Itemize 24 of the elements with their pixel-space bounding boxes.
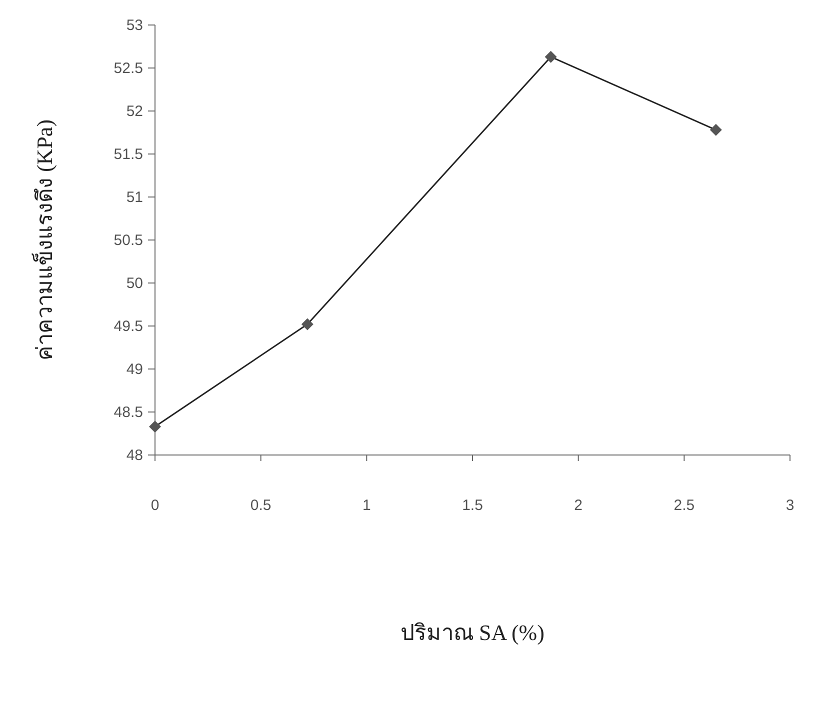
- x-tick-label: 1: [362, 497, 371, 514]
- x-axis-title: ปริมาณ SA (%): [400, 620, 544, 645]
- x-tick-label: 3: [786, 497, 794, 514]
- y-tick-label: 52.5: [114, 60, 143, 77]
- y-tick-label: 48: [126, 447, 143, 464]
- y-tick-label: 49: [126, 361, 143, 378]
- y-tick-label: 50.5: [114, 232, 143, 249]
- y-tick-label: 51: [126, 189, 143, 206]
- y-tick-label: 52: [126, 103, 143, 120]
- point: [544, 50, 557, 63]
- y-tick-label: 49.5: [114, 318, 143, 335]
- x-tick-label: 0: [150, 497, 160, 514]
- x-tick-label: 2: [574, 497, 583, 514]
- point: [149, 420, 161, 433]
- point: [710, 124, 722, 136]
- y-tick-label: 48.5: [114, 404, 143, 421]
- x-tick-label: 0.5: [250, 497, 272, 514]
- y-tick-label: 53: [126, 17, 143, 34]
- y-axis-title: ค่าความแข็งแรงดึง (KPa): [30, 119, 57, 361]
- point: [301, 318, 314, 330]
- x-tick-label: 1.5: [462, 497, 483, 514]
- y-tick-label: 50: [126, 275, 143, 292]
- y-tick-label: 51.5: [114, 146, 143, 163]
- x-tick-label: 2.5: [674, 497, 695, 514]
